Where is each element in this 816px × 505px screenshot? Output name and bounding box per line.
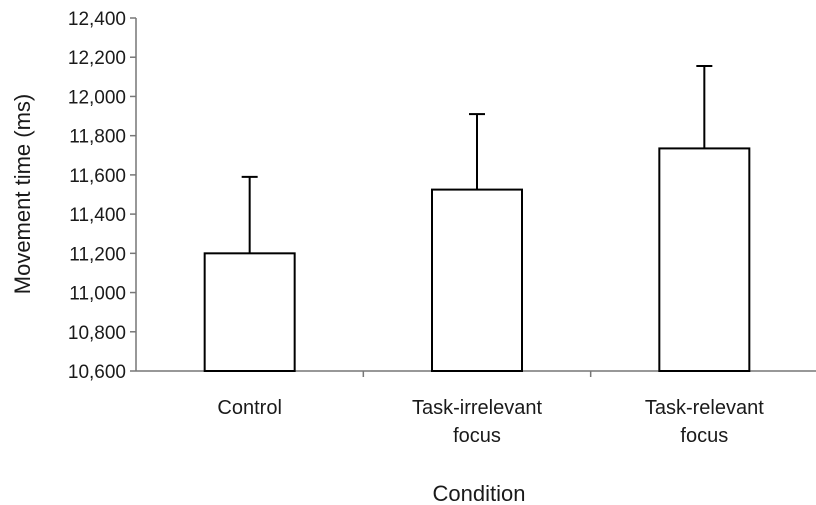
category-label: Task-irrelevant	[412, 397, 542, 419]
category-label: focus	[680, 425, 728, 447]
error-bars	[241, 65, 713, 254]
category-label: focus	[453, 425, 501, 447]
bar	[431, 188, 523, 372]
bar	[658, 147, 751, 372]
y-tick-label: 11,200	[69, 244, 126, 265]
y-tick-label: 12,000	[68, 87, 126, 108]
y-axis-title: Movement time (ms)	[10, 94, 35, 294]
y-tick-label: 12,200	[68, 48, 126, 69]
category-label: Control	[217, 397, 281, 419]
y-tick-label: 11,600	[69, 166, 126, 187]
bars	[203, 147, 751, 372]
y-axis: 10,600 10,800 11,000 11,200 11,400 11,600 11,8…	[68, 9, 137, 383]
y-tick-label: 10,600	[68, 362, 126, 383]
y-tick-label: 10,800	[68, 323, 126, 344]
y-tick-label: 11,400	[69, 205, 126, 226]
y-tick-label: 11,800	[69, 127, 126, 148]
category-label: Task-relevant	[645, 397, 764, 419]
y-tick-label: 11,000	[69, 284, 126, 305]
category-labels: Control Task-irrelevant focus Task-relevant…	[217, 397, 764, 447]
x-axis-title: Condition	[433, 481, 526, 505]
bar	[203, 252, 296, 372]
y-tick-label: 12,400	[68, 9, 126, 30]
